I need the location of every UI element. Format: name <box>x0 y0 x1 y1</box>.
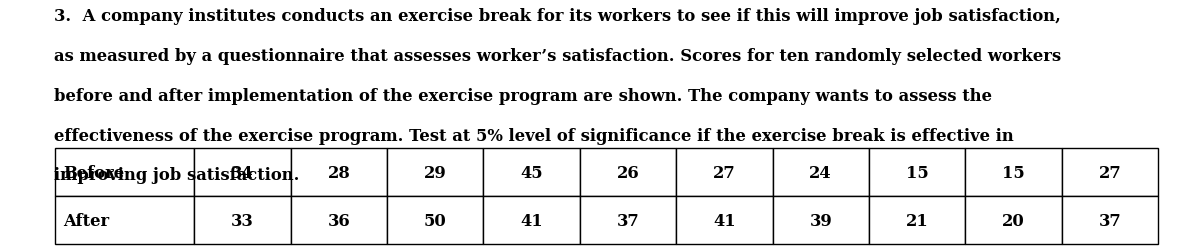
Text: 41: 41 <box>713 212 736 229</box>
Text: 45: 45 <box>521 164 542 181</box>
Text: 36: 36 <box>328 212 350 229</box>
Text: After: After <box>64 212 109 229</box>
Bar <box>773 149 869 197</box>
Bar <box>773 197 869 244</box>
Text: 15: 15 <box>906 164 929 181</box>
Text: 41: 41 <box>521 212 542 229</box>
Bar <box>1062 149 1158 197</box>
Text: 15: 15 <box>1002 164 1025 181</box>
Bar <box>290 149 388 197</box>
Text: 27: 27 <box>1098 164 1121 181</box>
Bar <box>55 149 194 197</box>
Text: 37: 37 <box>1098 212 1121 229</box>
Bar <box>676 149 773 197</box>
Bar <box>580 197 676 244</box>
Bar <box>580 149 676 197</box>
Bar <box>869 149 965 197</box>
Bar <box>484 197 580 244</box>
Text: 33: 33 <box>232 212 254 229</box>
Bar <box>194 197 290 244</box>
Text: before and after implementation of the exercise program are shown. The company w: before and after implementation of the e… <box>54 87 992 104</box>
Text: improving job satisfaction.: improving job satisfaction. <box>54 167 299 184</box>
Text: 50: 50 <box>424 212 446 229</box>
Bar <box>388 197 484 244</box>
Text: effectiveness of the exercise program. Test at 5% level of significance if the e: effectiveness of the exercise program. T… <box>54 127 1014 144</box>
Bar <box>676 197 773 244</box>
Text: 39: 39 <box>809 212 832 229</box>
Text: 29: 29 <box>424 164 446 181</box>
Text: 34: 34 <box>232 164 254 181</box>
Text: 24: 24 <box>810 164 832 181</box>
Bar <box>1062 197 1158 244</box>
Text: 20: 20 <box>1002 212 1025 229</box>
Bar <box>965 149 1062 197</box>
Bar <box>484 149 580 197</box>
Text: as measured by a questionnaire that assesses worker’s satisfaction. Scores for t: as measured by a questionnaire that asse… <box>54 47 1061 64</box>
Text: Before: Before <box>64 164 125 181</box>
Bar <box>965 197 1062 244</box>
Text: 21: 21 <box>906 212 929 229</box>
Bar <box>388 149 484 197</box>
Bar <box>194 149 290 197</box>
Text: 28: 28 <box>328 164 350 181</box>
Text: 26: 26 <box>617 164 640 181</box>
Text: 3.  A company institutes conducts an exercise break for its workers to see if th: 3. A company institutes conducts an exer… <box>54 8 1061 24</box>
Text: 27: 27 <box>713 164 736 181</box>
Bar <box>55 197 194 244</box>
Bar <box>869 197 965 244</box>
Text: 37: 37 <box>617 212 640 229</box>
Bar <box>290 197 388 244</box>
